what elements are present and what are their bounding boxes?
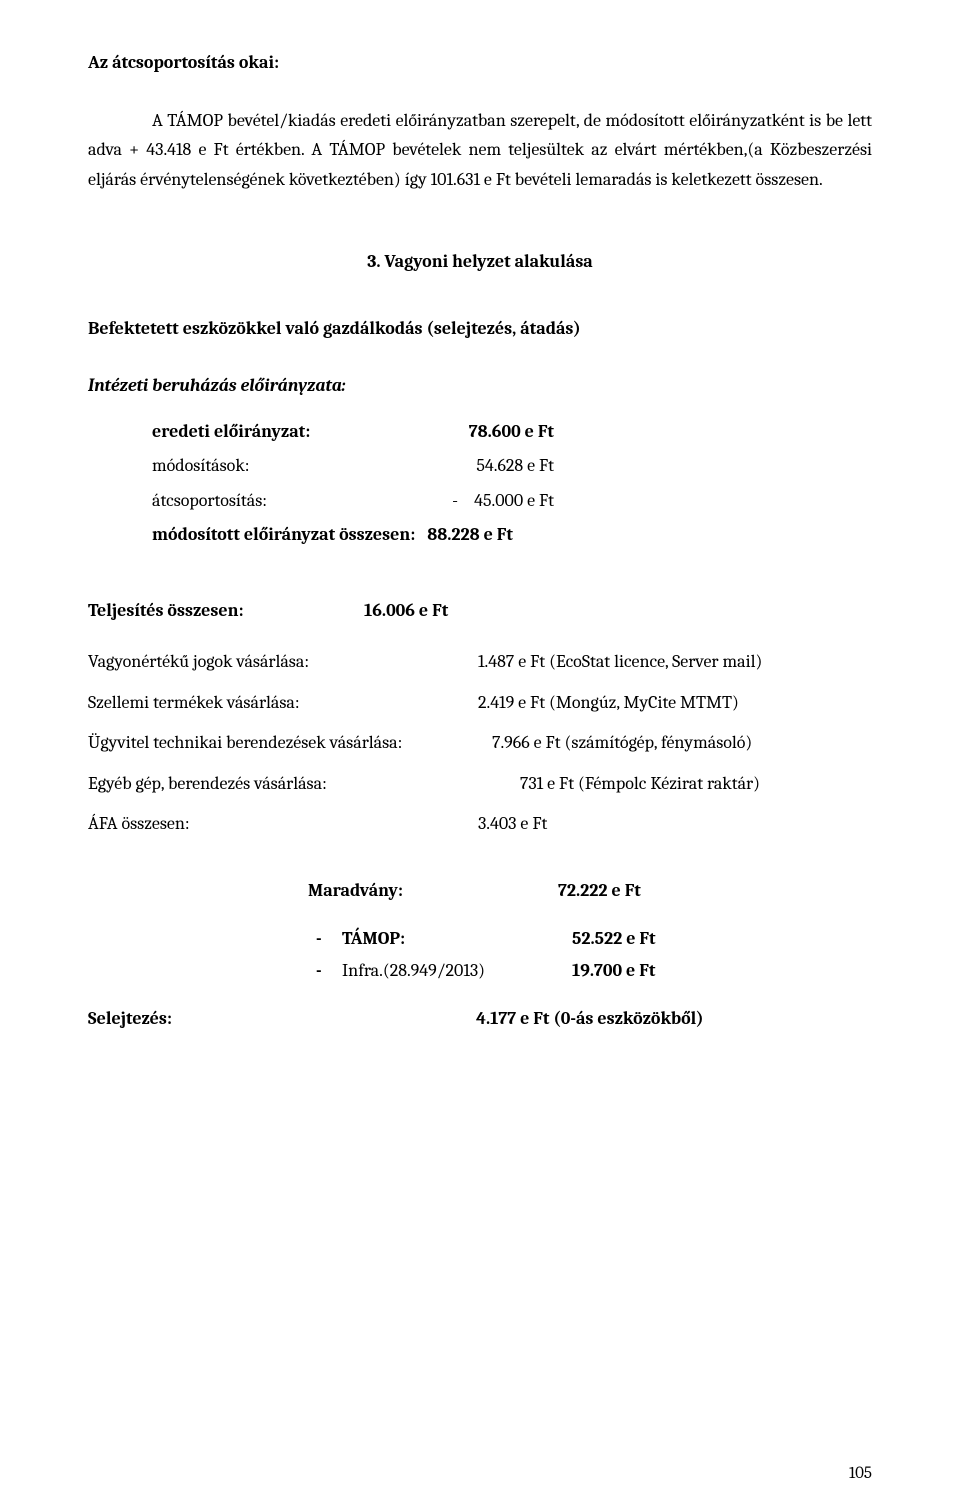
budget-row-eredeti: eredeti előirányzat: 78.600 e Ft [88,415,872,449]
sub-value: 19.700 e Ft [572,955,655,987]
budget-label: átcsoportosítás: [152,484,267,518]
teljesites-total-row: Teljesítés összesen: 16.006 e Ft [88,594,872,628]
maradvany-sub-row: - Infra.(28.949/2013) 19.700 e Ft [316,955,872,987]
budget-row-modositasok: módosítások: 54.628 e Ft [88,449,872,483]
document-page: Az átcsoportosítás okai: A TÁMOP bevétel… [0,0,960,1509]
pair-label: Szellemi termékek vásárlása: [88,683,478,724]
budget-row-modositott: módosított előirányzat összesen: 88.228 … [88,518,872,552]
selejtezes-value: 4.177 e Ft (0-ás eszközökből) [476,1001,704,1037]
maradvany-label: Maradvány: [308,873,558,909]
pair-label: Vagyonértékű jogok vásárlása: [88,642,478,683]
teljesites-row: ÁFA összesen: 3.403 e Ft [88,804,872,845]
budget-value: 54.628 e Ft [476,449,872,483]
selejtezes-label: Selejtezés: [88,1001,476,1037]
heading-causes: Az átcsoportosítás okai: [88,48,872,78]
pair-value: 731 e Ft (Fémpolc Kézirat raktár) [512,764,760,805]
selejtezes-row: Selejtezés: 4.177 e Ft (0-ás eszközökből… [88,1001,872,1037]
pair-value: 2.419 e Ft (Mongúz, MyCite MTMT) [478,683,739,724]
sub-label: TÁMOP: [342,923,572,955]
section-3-title: 3. Vagyoni helyzet alakulása [88,251,872,272]
teljesites-total-value: 16.006 e Ft [364,594,448,628]
teljesites-row: Szellemi termékek vásárlása: 2.419 e Ft … [88,683,872,724]
budget-row-atcsoportositas: átcsoportosítás: - 45.000 e Ft [88,484,872,518]
budget-value: - 45.000 e Ft [452,484,872,518]
maradvany-sub-row: - TÁMOP: 52.522 e Ft [316,923,872,955]
minus-sign: - [452,484,470,518]
pair-label: ÁFA összesen: [88,804,478,845]
pair-label: Ügyvitel technikai berendezések vásárlás… [88,723,478,764]
budget-value-text: 45.000 e Ft [474,490,554,511]
teljesites-total-label: Teljesítés összesen: [88,594,364,628]
pair-value: 1.487 e Ft (EcoStat licence, Server mail… [478,642,762,683]
pair-value: 7.966 e Ft (számítógép, fénymásoló) [492,723,752,764]
maradvany-row: Maradvány: 72.222 e Ft [88,873,872,909]
sub-label: Infra.(28.949/2013) [342,955,572,987]
page-number: 105 [849,1464,872,1483]
maradvany-sublist: - TÁMOP: 52.522 e Ft - Infra.(28.949/201… [88,923,872,988]
intezeti-heading: Intézeti beruházás előirányzata: [88,371,872,401]
teljesites-row: Egyéb gép, berendezés vásárlása: 731 e F… [88,764,872,805]
budget-value: 88.228 e Ft [427,518,513,552]
pair-label: Egyéb gép, berendezés vásárlása: [88,764,478,805]
dash-icon: - [316,955,342,987]
budget-value: 78.600 e Ft [469,415,872,449]
budget-label: eredeti előirányzat: [152,415,310,449]
budget-label: módosított előirányzat összesen: [152,518,415,552]
teljesites-row: Vagyonértékű jogok vásárlása: 1.487 e Ft… [88,642,872,683]
paragraph-1: A TÁMOP bevétel/kiadás eredeti előirányz… [88,106,872,195]
budget-label: módosítások: [152,449,250,483]
teljesites-row: Ügyvitel technikai berendezések vásárlás… [88,723,872,764]
befektetett-heading: Befektetett eszközökkel való gazdálkodás… [88,314,872,344]
sub-value: 52.522 e Ft [572,923,656,955]
pair-value: 3.403 e Ft [478,804,547,845]
dash-icon: - [316,923,342,955]
maradvany-value: 72.222 e Ft [558,873,641,909]
